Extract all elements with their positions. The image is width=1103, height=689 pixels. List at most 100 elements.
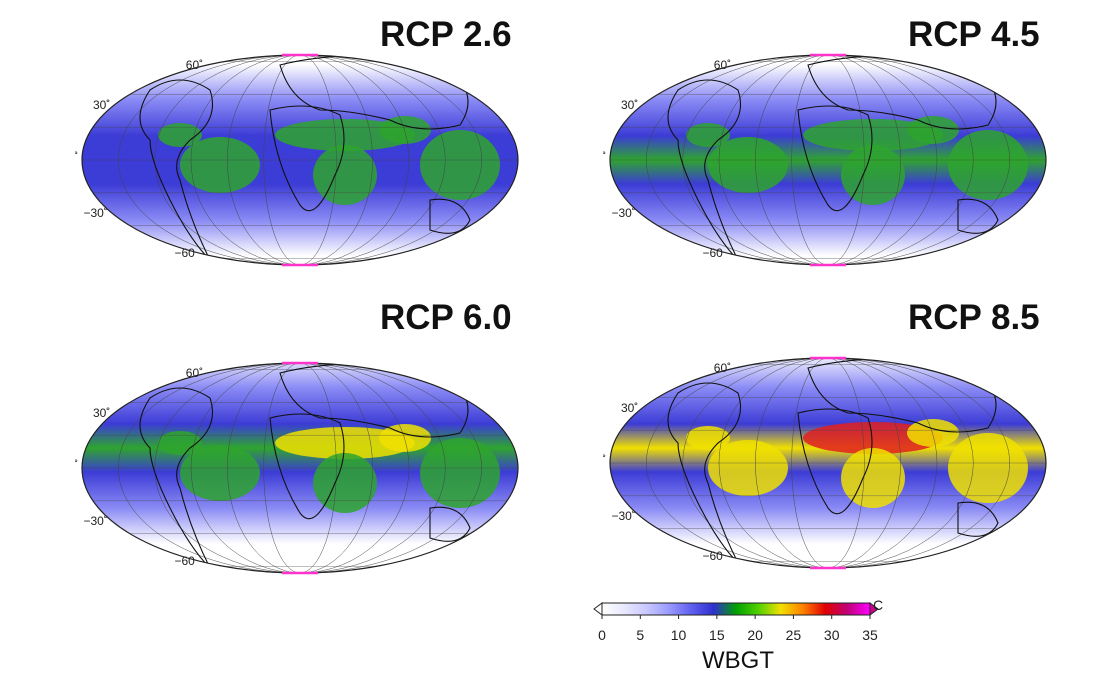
warm-region (686, 123, 730, 147)
warm-region (180, 137, 260, 193)
warm-region (948, 130, 1028, 200)
coastline (797, 105, 873, 212)
meridian-line (718, 55, 938, 265)
map-panel-rcp45: RCP 4.5 60˚ 30˚ 0˚ −30˚ −60 (603, 10, 1053, 267)
latitude-label: −30˚ (83, 514, 107, 528)
colorbar-gradient (601, 602, 871, 616)
warm-region (379, 116, 431, 144)
world-map: 60˚ 30˚ 0˚ −30˚ −60 (75, 361, 519, 575)
meridian-line (227, 55, 373, 265)
meridian-line (118, 363, 482, 573)
coastline (957, 198, 999, 234)
world-map: 60˚ 30˚ 0˚ −30˚ −60 (603, 53, 1047, 267)
latitude-label: 30˚ (621, 401, 638, 415)
latitude-label: −30˚ (611, 509, 635, 523)
latitude-label: −60 (174, 246, 195, 260)
latitude-label: 30˚ (93, 98, 110, 112)
latitude-label: 0˚ (603, 453, 606, 467)
coastline (429, 198, 471, 234)
warm-region (180, 445, 260, 501)
latitude-label: 0˚ (75, 458, 78, 472)
colorbar-max-arrow (869, 602, 879, 616)
meridian-line (154, 363, 446, 573)
latitude-label: 30˚ (93, 406, 110, 420)
warm-region (313, 145, 377, 205)
meridian-line (755, 358, 901, 568)
meridian-line (190, 55, 410, 265)
colorbar (593, 602, 879, 619)
latitude-label: 60˚ (186, 366, 203, 380)
panel-title: RCP 6.0 (380, 298, 512, 337)
warm-region (708, 137, 788, 193)
warm-region (420, 130, 500, 200)
warm-region (907, 419, 959, 447)
panel-title: RCP 2.6 (380, 15, 512, 54)
latitude-label: 0˚ (603, 150, 606, 164)
map-surface (82, 55, 518, 265)
world-map: 60˚ 30˚ 0˚ −30˚ −60 (603, 356, 1047, 570)
meridian-line (227, 363, 373, 573)
colorbar-tick-label: 30 (823, 627, 840, 643)
latitude-label: 30˚ (621, 98, 638, 112)
latitude-label: −60 (174, 554, 195, 568)
colorbar-legend: C 0 5 10 15 20 25 30 35 WBGT (590, 595, 890, 689)
warm-region (841, 145, 905, 205)
map-surface (610, 358, 1046, 568)
meridian-line (791, 358, 865, 568)
meridian-line (263, 363, 337, 573)
meridian-line (791, 55, 865, 265)
latitude-label: −30˚ (83, 206, 107, 220)
map-panel-rcp26: RCP 2.6 60˚ 30˚ 0˚ −30˚ −60 (75, 10, 525, 267)
warm-region (948, 433, 1028, 503)
warm-region (686, 426, 730, 450)
coastline (269, 105, 345, 212)
colorbar-tick-label: 20 (747, 627, 763, 643)
latitude-label: −60 (702, 549, 723, 563)
colorbar-tick-label: 0 (598, 627, 606, 643)
coastline (139, 387, 214, 569)
map-panel-rcp60: RCP 6.0 60˚ 30˚ 0˚ −30˚ −60 (75, 298, 525, 575)
meridian-line (682, 358, 974, 568)
meridian-line (263, 55, 337, 265)
warm-region (420, 438, 500, 508)
colorbar-tick-label: 5 (636, 627, 645, 643)
colorbar-variable-label: WBGT (702, 647, 774, 674)
latitude-label: 60˚ (186, 58, 203, 72)
coastline (797, 408, 873, 515)
meridian-line (154, 55, 446, 265)
meridian-line (755, 55, 901, 265)
coastline (667, 382, 742, 564)
meridian-line (646, 55, 1010, 265)
colorbar-tick-label: 15 (709, 627, 725, 643)
latitude-label: 0˚ (75, 150, 78, 164)
coastline (269, 413, 345, 520)
latitude-label: −30˚ (611, 206, 635, 220)
latitude-label: 60˚ (714, 58, 731, 72)
coastline (139, 79, 214, 261)
meridian-line (682, 55, 974, 265)
meridian-line (190, 363, 410, 573)
warm-region (158, 431, 202, 455)
warm-region (841, 448, 905, 508)
colorbar-tick-label: 35 (862, 627, 878, 643)
colorbar-tick-label: 25 (785, 627, 802, 643)
world-map: 60˚ 30˚ 0˚ −30˚ −60 (75, 53, 519, 267)
panel-title: RCP 4.5 (908, 15, 1040, 54)
latitude-label: 60˚ (714, 361, 731, 375)
panel-title: RCP 8.5 (908, 298, 1040, 337)
warm-region (158, 123, 202, 147)
colorbar-unit: C (873, 597, 884, 613)
map-surface (610, 55, 1046, 265)
coastline (957, 501, 999, 537)
warm-region (907, 116, 959, 144)
coastline (429, 506, 471, 542)
meridian-line (646, 358, 1010, 568)
map-panel-rcp85: RCP 8.5 60˚ 30˚ 0˚ −30˚ −60 (603, 298, 1053, 570)
map-surface (82, 363, 518, 573)
warm-region (379, 424, 431, 452)
latitude-label: −60 (702, 246, 723, 260)
meridian-line (118, 55, 482, 265)
colorbar-min-arrow (593, 602, 603, 616)
colorbar-tick-label: 10 (670, 627, 687, 643)
warm-region (708, 440, 788, 496)
